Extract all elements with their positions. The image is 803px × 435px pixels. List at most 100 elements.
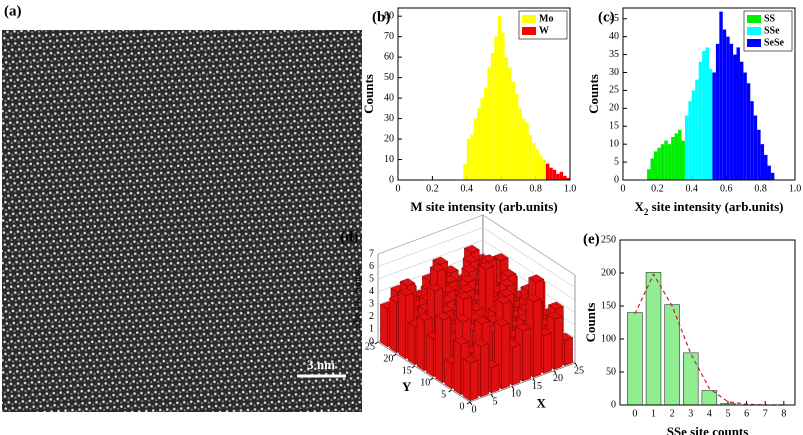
y-tick-label: 25 (609, 85, 619, 96)
histogram-bar (487, 67, 491, 180)
histogram-bar (691, 90, 696, 180)
histogram-bar (764, 154, 768, 180)
histogram-bar (671, 137, 675, 180)
histogram-bar (722, 29, 727, 180)
y-axis-label: Counts (361, 74, 376, 114)
y-tick-label: 100 (601, 333, 616, 344)
legend-label: SSe (764, 25, 780, 36)
x-tick (553, 370, 557, 375)
x-tick-label: 1 (651, 408, 656, 419)
bar (664, 304, 680, 406)
x-tick (511, 386, 515, 390)
histogram-bar (647, 169, 651, 180)
y-tick-label: 20 (383, 353, 393, 364)
legend-label: SeSe (764, 37, 785, 48)
z-tick-label: 6 (369, 261, 374, 272)
x-tick-label: 0 (472, 404, 477, 415)
histogram-bar (508, 67, 512, 180)
y-tick-label: 60 (384, 51, 394, 62)
histogram-bar (521, 118, 526, 180)
y-tick-label: 80 (384, 10, 394, 21)
y-tick-label: 200 (601, 267, 616, 278)
panel-label: (b) (372, 9, 390, 25)
z-tick-label: 7 (369, 248, 374, 259)
histogram-bar (753, 115, 758, 180)
histogram-bar (514, 94, 519, 180)
histogram-bar (539, 155, 543, 180)
histogram-bar (678, 129, 682, 180)
histogram-bar (664, 140, 668, 180)
y-tick-label: 30 (384, 113, 394, 124)
y-tick-label: 50 (606, 366, 616, 377)
histogram-bar (653, 151, 658, 180)
y-tick-label: 10 (420, 377, 430, 388)
x-tick (574, 362, 578, 367)
y-tick-label: 5 (614, 156, 619, 167)
y-tick-label: 40 (384, 92, 394, 103)
histogram-bar (511, 81, 515, 180)
histogram-bar (497, 16, 502, 180)
histogram-bar (674, 133, 679, 180)
panel-label: (e) (583, 231, 600, 247)
panel-label: (c) (598, 9, 615, 25)
histogram-bar (657, 147, 661, 180)
y-tick-label: 10 (384, 154, 394, 165)
x-tick (490, 393, 494, 398)
legend-label: W (539, 25, 549, 36)
y-tick-label: 0 (460, 401, 465, 412)
y-tick-label: 0 (389, 174, 394, 185)
histogram-bar (705, 47, 709, 180)
y-tick (466, 401, 471, 405)
y-tick (448, 389, 452, 393)
x-tick-label: 0.4 (686, 183, 699, 194)
histogram-bar (549, 167, 553, 180)
bar-3d (462, 355, 479, 402)
histogram-bar (504, 57, 509, 181)
histogram-bar (684, 115, 689, 180)
histogram-bar (719, 11, 723, 181)
legend-swatch (747, 27, 761, 35)
histogram-bar (566, 177, 570, 180)
x-tick-label: 0 (396, 183, 401, 194)
histogram-bar (490, 53, 495, 180)
panel-label: (a) (4, 3, 22, 19)
x-tick-label: 5 (493, 396, 498, 407)
y-tick-label: 0 (611, 399, 616, 410)
histogram-bar (736, 47, 740, 180)
histogram-bar (552, 169, 557, 180)
histogram-bar (473, 118, 478, 180)
y-tick-label: 50 (384, 72, 394, 83)
histogram-bar (470, 134, 474, 180)
bar (645, 272, 662, 406)
histogram-bar (709, 68, 713, 180)
x-tick (532, 378, 536, 382)
histogram-bar (743, 72, 747, 180)
legend-swatch (747, 15, 761, 23)
histogram-bar (767, 165, 771, 180)
histogram-bar (518, 108, 522, 180)
y-tick-label: 15 (402, 365, 412, 376)
x-tick (469, 401, 473, 406)
y-tick-label: 45 (609, 13, 619, 24)
x-tick-label: 0.2 (426, 183, 439, 194)
histogram-bar (463, 163, 467, 180)
y-tick-label: 10 (609, 138, 619, 149)
panel-label: (d) (340, 229, 358, 245)
histogram-bar (688, 101, 692, 180)
y-tick-label: 35 (609, 49, 619, 60)
x-axis-label: X2 site intensity (arb.units) (635, 199, 784, 217)
histogram-bar (770, 172, 775, 180)
x-tick-label: 0 (632, 408, 637, 419)
x-tick-label: 8 (781, 408, 786, 419)
histogram-bar (477, 108, 481, 180)
legend-swatch (747, 39, 761, 47)
x-tick-label: 3 (688, 408, 693, 419)
histogram-bar (532, 143, 536, 180)
y-tick-label: 40 (609, 31, 619, 42)
x-tick-label: 7 (763, 408, 768, 419)
z-axis-label: SSe site counts (352, 268, 363, 329)
histogram-bar (712, 72, 716, 180)
z-grid-line (377, 239, 576, 301)
